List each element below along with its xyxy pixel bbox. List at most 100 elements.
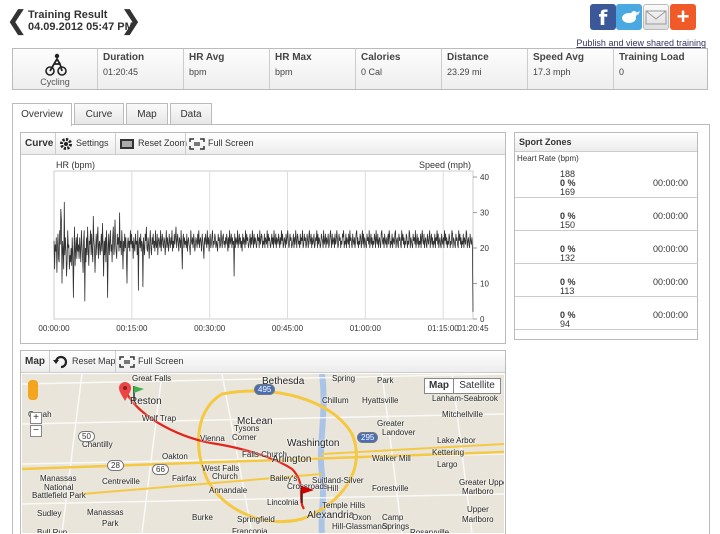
map-place-label: Camp (382, 513, 404, 522)
map-place-label: Oxon (352, 513, 372, 522)
zone-time: 00:00:00 (652, 277, 688, 287)
full-screen-button[interactable]: Full Screen (185, 133, 254, 154)
map-place-label: Centreville (102, 477, 140, 486)
zones-title: Sport Zones (519, 137, 572, 147)
map-place-label: Walker Mill (372, 454, 411, 463)
map-place-label: Fairfax (172, 474, 197, 483)
stat-label: Training Load (619, 52, 685, 63)
twitter-icon[interactable] (616, 4, 642, 30)
map-place-label: Upper (467, 505, 489, 514)
curve-panel: Curve Settings Reset Zoom Full Screen 00… (20, 132, 506, 344)
reset-zoom-icon (120, 138, 134, 149)
street-view-pegman-icon[interactable] (28, 380, 38, 400)
reset-zoom-button[interactable]: Reset Zoom (115, 133, 187, 154)
map-place-label: Springs (382, 522, 410, 531)
route-map[interactable]: Great Falls Bethesda Spring Park Reston Chill… (22, 374, 504, 533)
map-place-label: Manassas (40, 474, 77, 483)
curve-toolbar: Curve Settings Reset Zoom Full Screen (21, 133, 505, 155)
cycling-icon (45, 53, 67, 76)
stat-calories: Calories 0 Cal (355, 49, 441, 89)
zone-percent: 0 % (560, 277, 576, 287)
facebook-icon[interactable]: f (590, 4, 616, 30)
stat-label: HR Avg (189, 52, 225, 63)
stat-label: HR Max (275, 52, 312, 63)
finish-flag-icon (301, 486, 314, 503)
map-place-label: Temple Hills (322, 501, 366, 510)
map-place-label: Great Falls (132, 374, 172, 383)
map-place-label: Hill (327, 484, 339, 493)
previous-arrow-icon[interactable]: ❮ (6, 6, 28, 36)
tab-overview[interactable]: Overview (12, 103, 72, 126)
map-place-label: Tysons (234, 424, 260, 433)
publish-link[interactable]: Publish and view shared training (576, 38, 706, 48)
zone-percent: 0 % (560, 310, 576, 320)
zone-time: 00:00:00 (652, 211, 688, 221)
map-place-label: Corner (232, 433, 257, 442)
email-icon[interactable] (643, 4, 669, 30)
stat-speed-avg: Speed Avg 17.3 mph (527, 49, 613, 89)
map-place-label: Burke (192, 513, 213, 522)
full-screen-icon (189, 137, 205, 150)
map-place-label: Hyattsville (362, 396, 399, 405)
x-tick-label: 00:30:00 (194, 324, 226, 333)
map-type-satellite[interactable]: Satellite (453, 378, 501, 394)
map-place-label: Alexandria (307, 510, 355, 521)
map-place-label: Lincolnia (267, 498, 299, 507)
zone-time: 00:00:00 (652, 244, 688, 254)
zone-percent: 0 % (560, 178, 576, 188)
next-arrow-icon[interactable]: ❯ (120, 6, 142, 36)
sport-cell: Cycling (13, 49, 97, 89)
map-place-label: Rosaryville (410, 528, 450, 533)
stat-hr-max: HR Max bpm (269, 49, 355, 89)
zone-row: 0 % 150 00:00:00 (515, 198, 698, 231)
settings-button[interactable]: Settings (55, 133, 115, 154)
stat-label: Distance (447, 52, 489, 63)
map-place-label: Sudley (37, 509, 62, 518)
reset-map-icon (53, 355, 68, 368)
map-type-map[interactable]: Map (424, 378, 454, 394)
full-screen-icon (119, 355, 135, 368)
map-place-label: Manassas (87, 508, 124, 517)
stat-value: 23.29 mi (447, 67, 482, 77)
tab-curve[interactable]: Curve (74, 103, 124, 125)
map-full-screen-button[interactable]: Full Screen (115, 351, 184, 372)
stat-label: Speed Avg (533, 52, 584, 63)
map-place-label: Mitchellville (442, 410, 483, 419)
zone-time: 00:00:00 (652, 310, 688, 320)
map-place-label: Lake Arbor (437, 436, 476, 445)
zoom-out-button[interactable]: − (30, 425, 42, 437)
zone-row: 0 % 132 00:00:00 (515, 231, 698, 264)
map-place-label: McLean (237, 416, 273, 427)
training-date: 04.09.2012 05:47 PM (28, 21, 134, 33)
tab-data[interactable]: Data (170, 103, 212, 125)
tab-map[interactable]: Map (126, 103, 168, 125)
zoom-in-button[interactable]: + (30, 412, 42, 424)
map-place-label: Battlefield Park (32, 491, 86, 500)
map-place-label: Church (212, 472, 238, 481)
tab-content (12, 124, 710, 534)
sport-label: Cycling (40, 77, 70, 87)
map-place-label: Greater (377, 419, 405, 428)
y-tick-label: 40 (480, 173, 489, 182)
add-share-icon[interactable]: + (670, 4, 696, 30)
y-tick-label: 20 (480, 244, 489, 253)
start-flag-icon (133, 386, 144, 401)
map-toolbar: Map Reset Map Full Screen (21, 351, 505, 373)
speed-series-line (53, 201, 474, 312)
map-place-label: Crossroads (287, 482, 328, 491)
reset-map-button[interactable]: Reset Map (49, 351, 116, 372)
map-place-label: Washington (287, 438, 340, 449)
map-place-label: National (44, 483, 74, 492)
zone-row: 0 % 113 00:00:00 (515, 264, 698, 297)
sport-zones-panel: Sport Zones Heart Rate (bpm) 188 0 % 169 00… (514, 132, 698, 340)
map-place-label: Wolf Trap (142, 414, 177, 423)
zone-lower: 94 (560, 319, 571, 329)
map-place-label: Marlboro (462, 515, 494, 524)
stat-label: Calories (361, 52, 401, 63)
map-place-label: Landover (382, 428, 416, 437)
stat-value: 0 Cal (361, 67, 383, 77)
zone-percent: 0 % (560, 244, 576, 254)
speed-hr-chart[interactable]: 00:00:00 00:15:00 00:30:00 00:45:00 01:00:00… (21, 156, 505, 342)
zone-percent: 0 % (560, 211, 576, 221)
zones-header: Sport Zones (515, 133, 697, 152)
